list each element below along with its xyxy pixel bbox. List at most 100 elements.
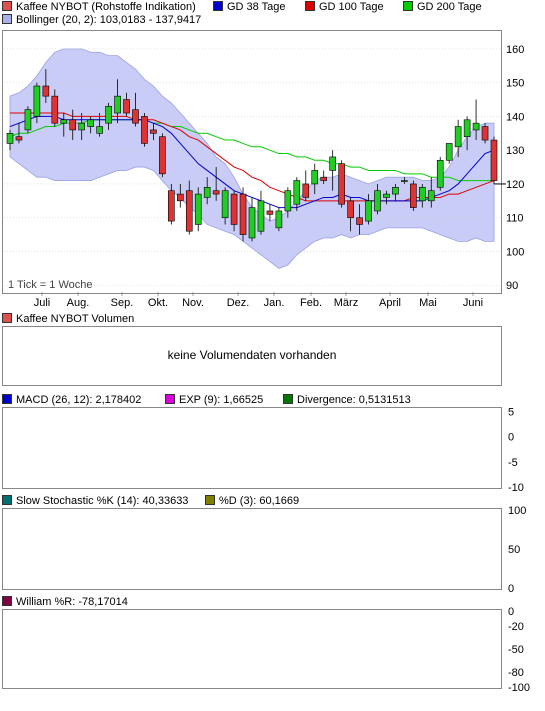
stoch-panel xyxy=(2,508,502,590)
candle-body xyxy=(212,190,220,195)
volume-title: Kaffee NYBOT Volumen xyxy=(16,313,135,325)
legend-gd38-label: GD 38 Tage xyxy=(227,1,286,13)
candle-body xyxy=(329,156,336,171)
legend-stoch-d-label: %D (3): 60,1669 xyxy=(219,495,300,507)
price-swatch-icon xyxy=(2,1,12,11)
candle-body xyxy=(454,126,462,148)
candle-body xyxy=(248,207,256,239)
price-ytick-label: 100 xyxy=(506,246,524,258)
legend-price-label: Kaffee NYBOT (Rohstoffe Indikation) xyxy=(16,1,196,13)
price-xtick-label: Mai xyxy=(419,297,437,309)
price-ytick-label: 140 xyxy=(506,111,524,123)
candle-body xyxy=(445,143,453,161)
tick-note: 1 Tick = 1 Woche xyxy=(8,279,93,291)
macd-ytick-label: -5 xyxy=(508,457,518,469)
legend-exp: EXP (9): 1,66525 xyxy=(165,393,263,407)
macd-ytick-label: 5 xyxy=(508,407,514,419)
macd-ytick-label: -10 xyxy=(508,482,524,494)
candle-body xyxy=(194,193,202,225)
price-ytick-label: 150 xyxy=(506,78,524,90)
candle-body xyxy=(60,119,68,124)
candle-body xyxy=(42,85,50,97)
candle-body xyxy=(481,126,489,141)
legend-gd38: GD 38 Tage xyxy=(213,0,286,14)
legend-williams-label: William %R: -78,17014 xyxy=(16,596,128,608)
bollinger-band xyxy=(9,48,495,269)
candle-body xyxy=(383,193,390,198)
candle-body xyxy=(472,122,480,131)
candle-body xyxy=(338,163,345,205)
candle-body xyxy=(302,183,310,198)
candle-body xyxy=(347,200,354,219)
legend-gd200: GD 200 Tage xyxy=(403,0,482,14)
candle-body xyxy=(105,105,112,124)
legend-exp-label: EXP (9): 1,66525 xyxy=(179,394,264,406)
macd-ytick-label: 0 xyxy=(508,432,514,444)
candle-body xyxy=(123,99,130,114)
price-xtick-label: Aug. xyxy=(67,297,90,309)
legend-volume: Kaffee NYBOT Volumen xyxy=(2,312,134,326)
williams-ytick-label: -20 xyxy=(508,621,524,633)
candle-body xyxy=(176,193,184,202)
candle-body xyxy=(230,193,238,225)
candle-body xyxy=(293,180,301,205)
candle-body xyxy=(221,190,229,219)
candle-body xyxy=(275,210,283,229)
candle-body xyxy=(257,200,265,232)
volume-swatch-icon xyxy=(2,313,12,323)
candle-body xyxy=(356,217,363,225)
price-xtick-label: Dez. xyxy=(227,297,250,309)
price-ytick-label: 130 xyxy=(506,145,524,157)
legend-williams: William %R: -78,17014 xyxy=(2,595,128,609)
legend-gd100-label: GD 100 Tage xyxy=(319,1,384,13)
candle-body xyxy=(392,187,399,195)
williams-panel xyxy=(2,609,502,689)
legend-gd100: GD 100 Tage xyxy=(305,0,384,14)
price-xtick-label: Feb. xyxy=(300,297,322,309)
price-ytick-label: 120 xyxy=(506,179,524,191)
candle-body xyxy=(114,95,121,114)
candle-body xyxy=(490,139,498,181)
candle-body xyxy=(150,129,157,134)
williams-ytick-label: -100 xyxy=(508,682,530,694)
candle-body xyxy=(365,200,372,222)
candle-body xyxy=(320,176,328,181)
gd38-swatch-icon xyxy=(213,1,223,11)
candle-body xyxy=(6,132,14,144)
legend-macd: MACD (26, 12): 2,178402 xyxy=(2,393,141,407)
legend-divergence: Divergence: 0,5131513 xyxy=(283,393,411,407)
volume-panel xyxy=(2,326,502,386)
candle-body xyxy=(24,109,32,131)
divergence-swatch-icon xyxy=(283,394,293,404)
candle-body xyxy=(132,109,139,124)
stoch-ytick-label: 0 xyxy=(508,583,514,595)
candle-body xyxy=(15,136,23,141)
legend-divergence-label: Divergence: 0,5131513 xyxy=(297,394,411,406)
legend-stoch-d: %D (3): 60,1669 xyxy=(205,494,299,508)
candle-body xyxy=(410,183,417,208)
stoch-ytick-label: 100 xyxy=(508,505,526,517)
legend-bollinger-label: Bollinger (20, 2): 103,0183 - 137,9417 xyxy=(16,14,202,26)
candle-body xyxy=(69,119,77,131)
legend-stoch-k-label: Slow Stochastic %K (14): 40,33633 xyxy=(16,495,189,507)
candle-body xyxy=(436,160,444,188)
candle-body xyxy=(374,190,381,212)
candle-body xyxy=(168,190,175,222)
candle-body xyxy=(141,116,148,144)
candle-body xyxy=(239,193,247,235)
stoch-d-swatch-icon xyxy=(205,495,215,505)
gd200-swatch-icon xyxy=(403,1,413,11)
price-xtick-label: Nov. xyxy=(182,297,204,309)
price-xtick-label: Juli xyxy=(34,297,51,309)
price-xtick-label: März xyxy=(334,297,358,309)
volume-no-data: keine Volumendaten vorhanden xyxy=(167,348,337,362)
candle-body xyxy=(311,170,319,185)
stoch-ytick-label: 50 xyxy=(508,544,520,556)
williams-swatch-icon xyxy=(2,596,12,606)
price-xtick-label: Sep. xyxy=(111,297,134,309)
candle-body xyxy=(78,122,86,131)
gd100-swatch-icon xyxy=(305,1,315,11)
price-xtick-label: Okt. xyxy=(148,297,168,309)
candle-body xyxy=(87,119,94,127)
williams-ytick-label: -80 xyxy=(508,667,524,679)
